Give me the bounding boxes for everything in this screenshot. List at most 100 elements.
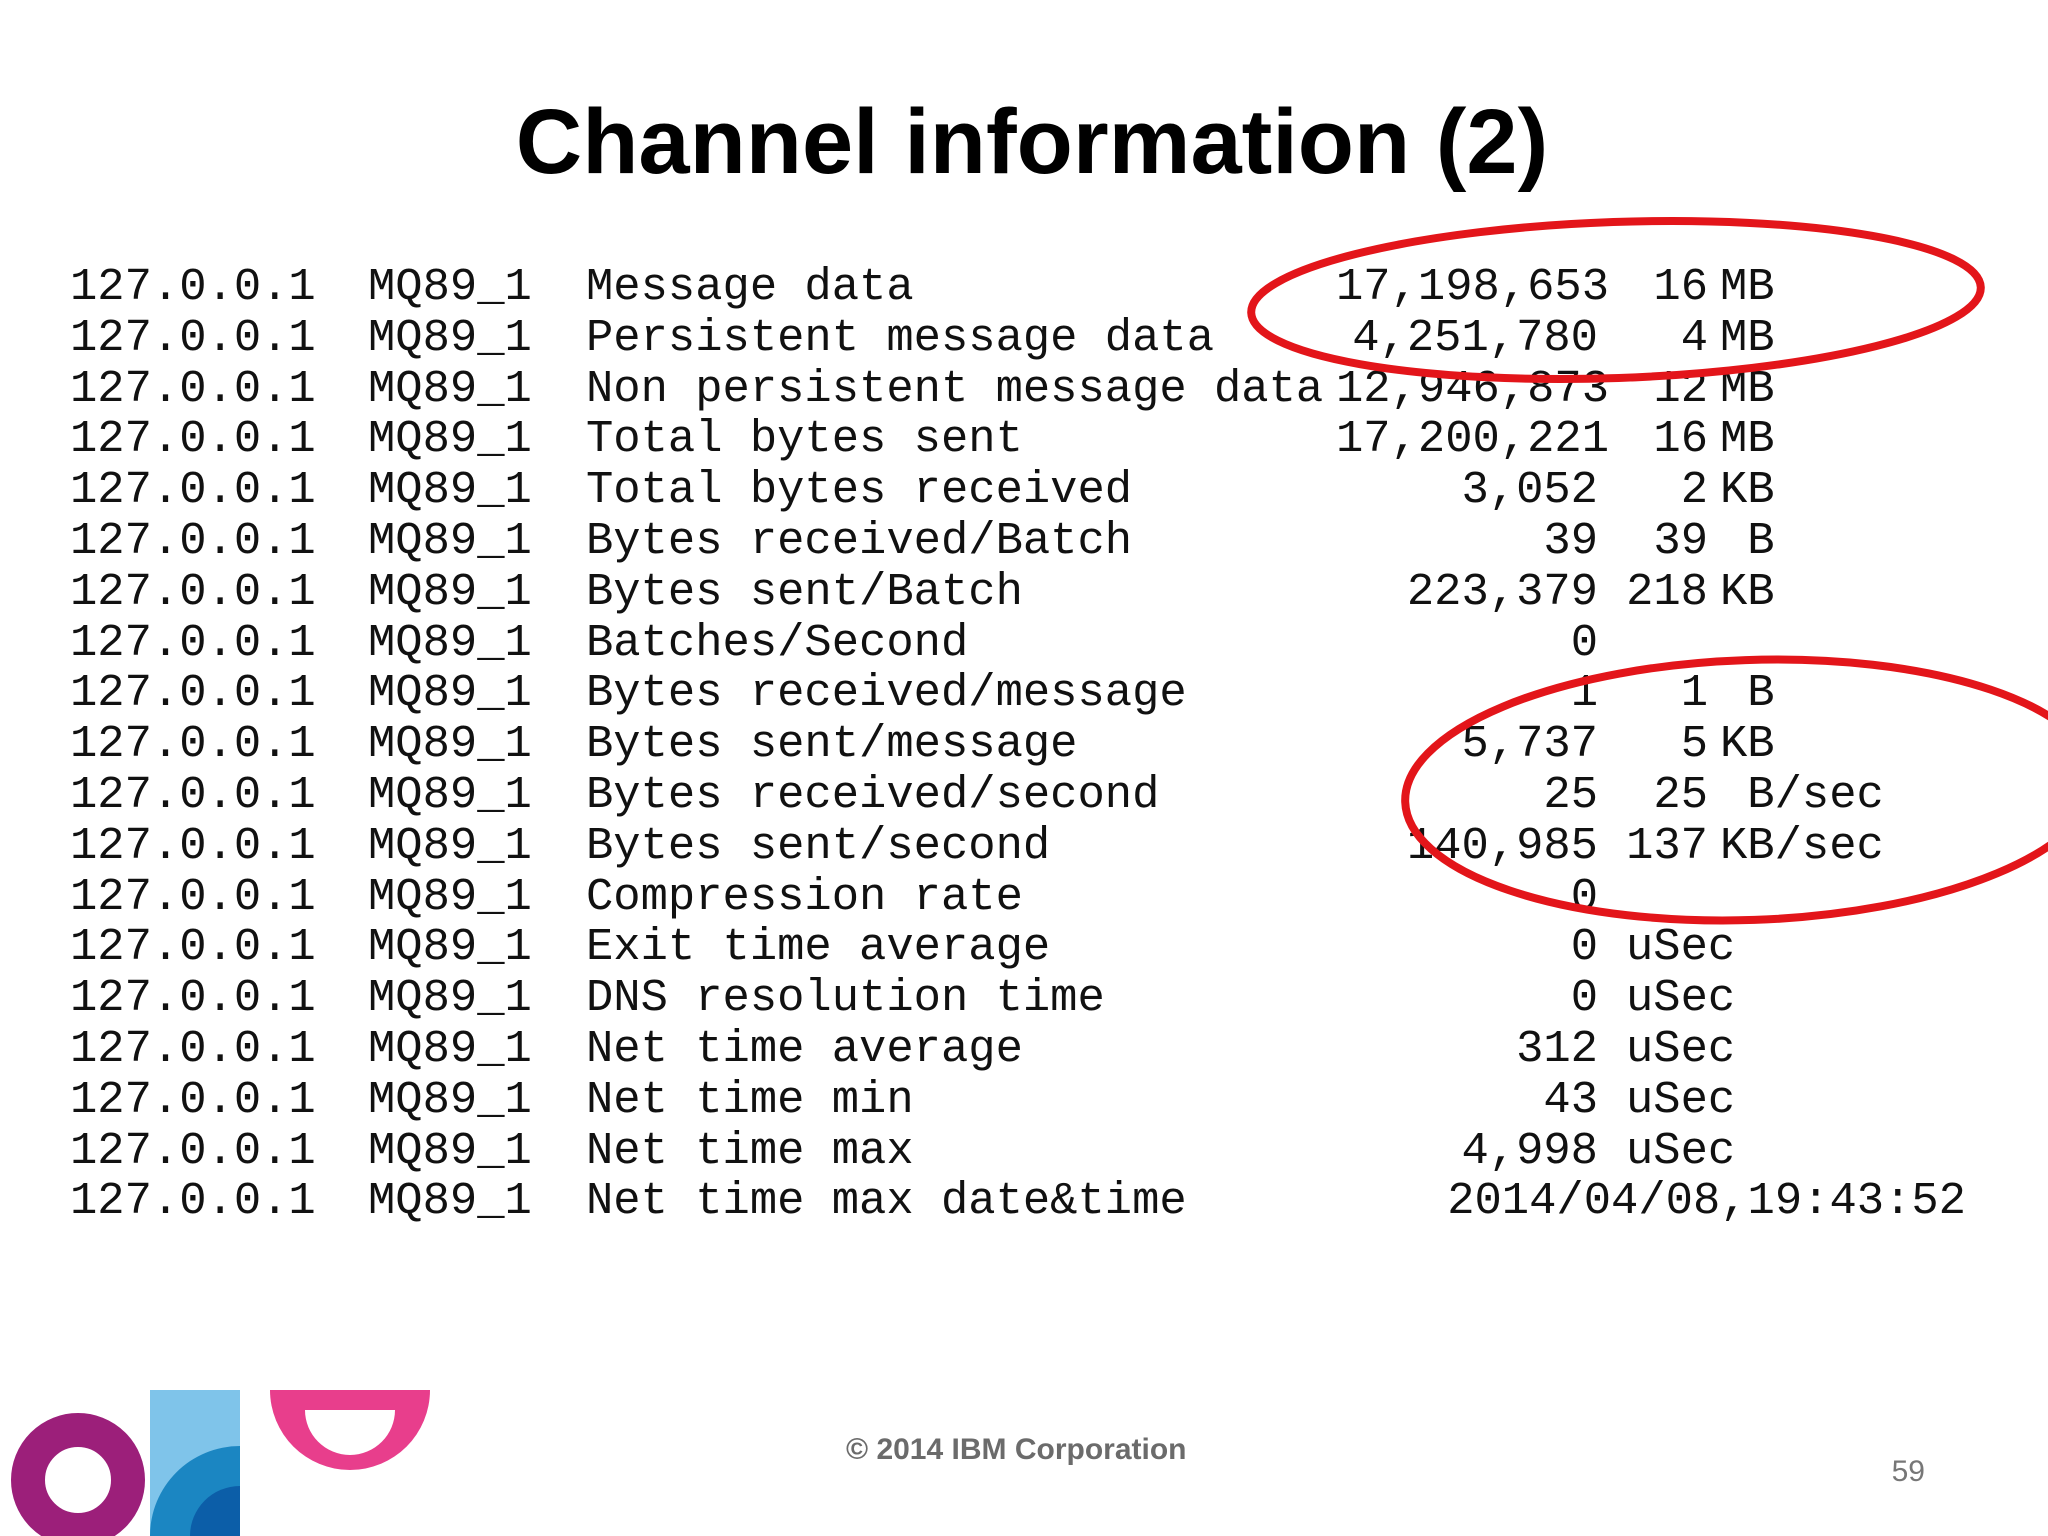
ip-address: 127.0.0.1: [70, 1022, 316, 1075]
metric-unit: MB: [1720, 362, 1775, 415]
metric-label: Exit time average: [586, 921, 1051, 974]
metric-scaled-value: 12: [1653, 362, 1708, 415]
metric-scaled-value: 39: [1653, 514, 1708, 567]
channel-name: MQ89_1: [368, 514, 532, 567]
metric-label: Net time max: [586, 1124, 914, 1177]
metric-unit: KB: [1720, 565, 1775, 618]
metric-scaled-value: [1598, 618, 1708, 669]
channel-name: MQ89_1: [368, 311, 532, 364]
metric-scaled-value: 16: [1653, 261, 1708, 313]
table-row: 127.0.0.1 MQ89_1 Non persistent message da…: [70, 362, 1966, 415]
metric-label: Bytes received/Batch: [586, 514, 1133, 567]
metric-value: 223,379: [1406, 565, 1598, 618]
channel-name: MQ89_1: [368, 261, 532, 313]
metric-scaled-value: 16: [1653, 413, 1708, 466]
metric-value: 3,052: [1461, 464, 1598, 517]
channel-name: MQ89_1: [368, 1124, 532, 1177]
metric-unit: uSec: [1626, 1022, 1736, 1075]
metric-value: 43: [1543, 1073, 1598, 1126]
metric-unit: B: [1720, 514, 1775, 567]
table-row: 127.0.0.1 MQ89_1 Batches/Second 0: [70, 616, 1966, 669]
ip-address: 127.0.0.1: [70, 413, 316, 466]
ip-address: 127.0.0.1: [70, 1124, 316, 1177]
metric-unit: B/sec: [1720, 768, 1884, 821]
channel-name: MQ89_1: [368, 718, 532, 771]
ip-address: 127.0.0.1: [70, 616, 316, 669]
metric-scaled-value: 2: [1680, 464, 1708, 517]
metric-label: DNS resolution time: [586, 972, 1105, 1025]
metric-value: 17,200,221: [1336, 413, 1610, 466]
metric-unit: uSec: [1626, 1124, 1736, 1177]
ip-address: 127.0.0.1: [70, 1073, 316, 1126]
ip-address: 127.0.0.1: [70, 870, 316, 923]
table-row: 127.0.0.1 MQ89_1 Bytes received/Batch 39 39 …: [70, 516, 1966, 567]
channel-name: MQ89_1: [368, 768, 532, 821]
metric-value: 17,198,653: [1336, 261, 1610, 313]
table-row: 127.0.0.1 MQ89_1 Bytes sent/message 5,737 5 K…: [70, 719, 1966, 770]
table-row: 127.0.0.1 MQ89_1 Bytes sent/Batch 223,379 21…: [70, 565, 1966, 618]
metric-label: Net time min: [586, 1073, 914, 1126]
table-row: 127.0.0.1 MQ89_1 Bytes received/second 25 25…: [70, 770, 1966, 821]
metric-scaled-value: 1: [1680, 667, 1708, 720]
table-row: 127.0.0.1 MQ89_1 Net time average 312 uSec: [70, 1024, 1966, 1075]
channel-name: MQ89_1: [368, 972, 532, 1025]
channel-name: MQ89_1: [368, 1073, 532, 1126]
table-row: 127.0.0.1 MQ89_1 Net time max date&time 201…: [70, 1176, 1966, 1227]
ip-address: 127.0.0.1: [70, 464, 316, 517]
metric-label: Message data: [586, 261, 914, 313]
ip-address: 127.0.0.1: [70, 261, 316, 313]
table-row: 127.0.0.1 MQ89_1 Compression rate 0: [70, 870, 1966, 923]
metric-label: Bytes received/second: [586, 768, 1160, 821]
channel-name: MQ89_1: [368, 921, 532, 974]
channel-name: MQ89_1: [368, 1175, 532, 1228]
metric-unit: MB: [1720, 311, 1775, 364]
metric-label: Persistent message data: [586, 311, 1215, 364]
metric-scaled-value: [1598, 872, 1708, 923]
ip-address: 127.0.0.1: [70, 718, 316, 771]
channel-name: MQ89_1: [368, 667, 532, 720]
metric-unit: B: [1720, 667, 1775, 720]
channel-stats-table: 127.0.0.1 MQ89_1 Message data 17,198,653 16 M…: [70, 262, 1966, 1227]
channel-name: MQ89_1: [368, 819, 532, 872]
metric-unit: uSec: [1626, 921, 1736, 974]
channel-name: MQ89_1: [368, 565, 532, 618]
channel-name: MQ89_1: [368, 362, 532, 415]
table-row: 127.0.0.1 MQ89_1 Exit time average 0 uSec: [70, 922, 1966, 973]
metric-value: 0: [1570, 921, 1598, 974]
table-row: 127.0.0.1 MQ89_1 Message data 17,198,653 16 M…: [70, 262, 1966, 313]
copyright-footer: © 2014 IBM Corporation: [846, 1433, 1187, 1466]
metric-unit: [1708, 618, 1720, 669]
metric-value: 12,946,873: [1336, 362, 1610, 415]
metric-value: 4,998: [1461, 1124, 1598, 1177]
table-row: 127.0.0.1 MQ89_1 Total bytes received 3,052…: [70, 465, 1966, 516]
metric-value: 4,251,780: [1352, 311, 1598, 364]
table-row: 127.0.0.1 MQ89_1 Net time min 43 uSec: [70, 1073, 1966, 1126]
ip-address: 127.0.0.1: [70, 514, 316, 567]
metric-unit: [1708, 872, 1720, 923]
metric-unit: KB/sec: [1720, 819, 1884, 872]
ip-address: 127.0.0.1: [70, 1175, 316, 1228]
metric-scaled-value: 218: [1626, 565, 1708, 618]
metric-label: Batches/Second: [586, 616, 969, 669]
metric-unit: uSec: [1626, 1073, 1736, 1126]
table-row: 127.0.0.1 MQ89_1 Persistent message data 4,…: [70, 311, 1966, 364]
channel-name: MQ89_1: [368, 464, 532, 517]
ip-address: 127.0.0.1: [70, 921, 316, 974]
metric-label: Total bytes sent: [586, 413, 1023, 466]
metric-value: 140,985: [1406, 819, 1598, 872]
metric-scaled-value: 4: [1680, 311, 1708, 364]
logo-arc-darkblue: [190, 1486, 240, 1536]
table-row: 127.0.0.1 MQ89_1 Bytes sent/second 140,985 1…: [70, 819, 1966, 872]
table-row: 127.0.0.1 MQ89_1 Net time max 4,998 uSec: [70, 1124, 1966, 1177]
metric-unit: MB: [1720, 261, 1775, 313]
channel-name: MQ89_1: [368, 870, 532, 923]
metric-value: 312: [1516, 1022, 1598, 1075]
ip-address: 127.0.0.1: [70, 311, 316, 364]
metric-value: 1: [1570, 667, 1598, 720]
metric-label: Bytes received/message: [586, 667, 1187, 720]
ip-address: 127.0.0.1: [70, 362, 316, 415]
metric-label: Net time average: [586, 1022, 1023, 1075]
metric-label: Compression rate: [586, 870, 1023, 923]
channel-name: MQ89_1: [368, 616, 532, 669]
